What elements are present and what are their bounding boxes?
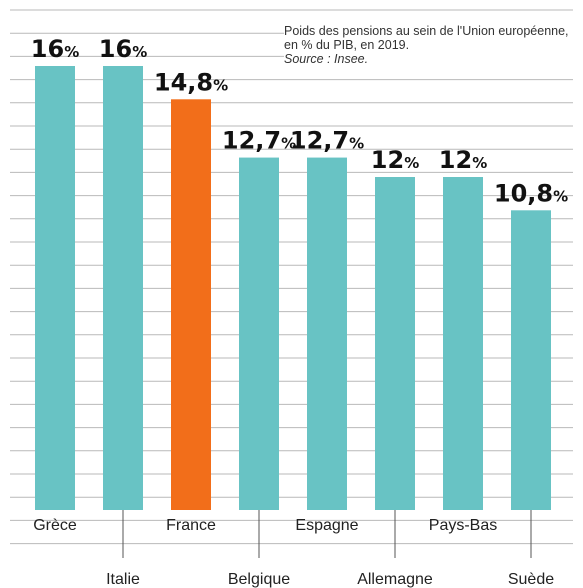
value-label: 12% xyxy=(371,146,419,174)
bar-allemagne xyxy=(375,177,415,510)
bar-italie xyxy=(103,66,143,510)
bar-espagne xyxy=(307,157,347,510)
value-label: 12,7% xyxy=(222,127,296,155)
category-label: Pays-Bas xyxy=(429,517,497,534)
value-label: 16% xyxy=(31,35,79,63)
value-label: 12,7% xyxy=(290,127,364,155)
category-label: Belgique xyxy=(228,571,290,588)
chart-source: Source : Insee. xyxy=(284,52,369,66)
bar-grèce xyxy=(35,66,75,510)
value-label: 14,8% xyxy=(154,68,228,96)
value-label: 12% xyxy=(439,146,487,174)
value-labels: 16% 16%14,8%12,7%12,7%12% 12%10,8% xyxy=(31,35,568,207)
value-label: 10,8% xyxy=(494,179,568,207)
bar-suède xyxy=(511,210,551,511)
category-label: Italie xyxy=(106,571,140,588)
category-label: Allemagne xyxy=(357,571,433,588)
category-label: France xyxy=(166,517,216,534)
category-label: Suède xyxy=(508,571,554,588)
bar-pays-bas xyxy=(443,177,483,510)
gridlines xyxy=(10,9,573,545)
x-axis: Grèce Italie France Belgique Espagne Allemagn… xyxy=(33,510,554,588)
value-label: 16% xyxy=(99,35,147,63)
bars xyxy=(35,66,551,511)
chart-note: Poids des pensions au sein de l'Union eu… xyxy=(284,24,574,66)
category-label: Grèce xyxy=(33,517,77,534)
category-label: Espagne xyxy=(295,517,358,534)
chart-title: Poids des pensions au sein de l'Union eu… xyxy=(284,24,569,52)
bar-france xyxy=(171,99,211,511)
bar-belgique xyxy=(239,157,279,510)
